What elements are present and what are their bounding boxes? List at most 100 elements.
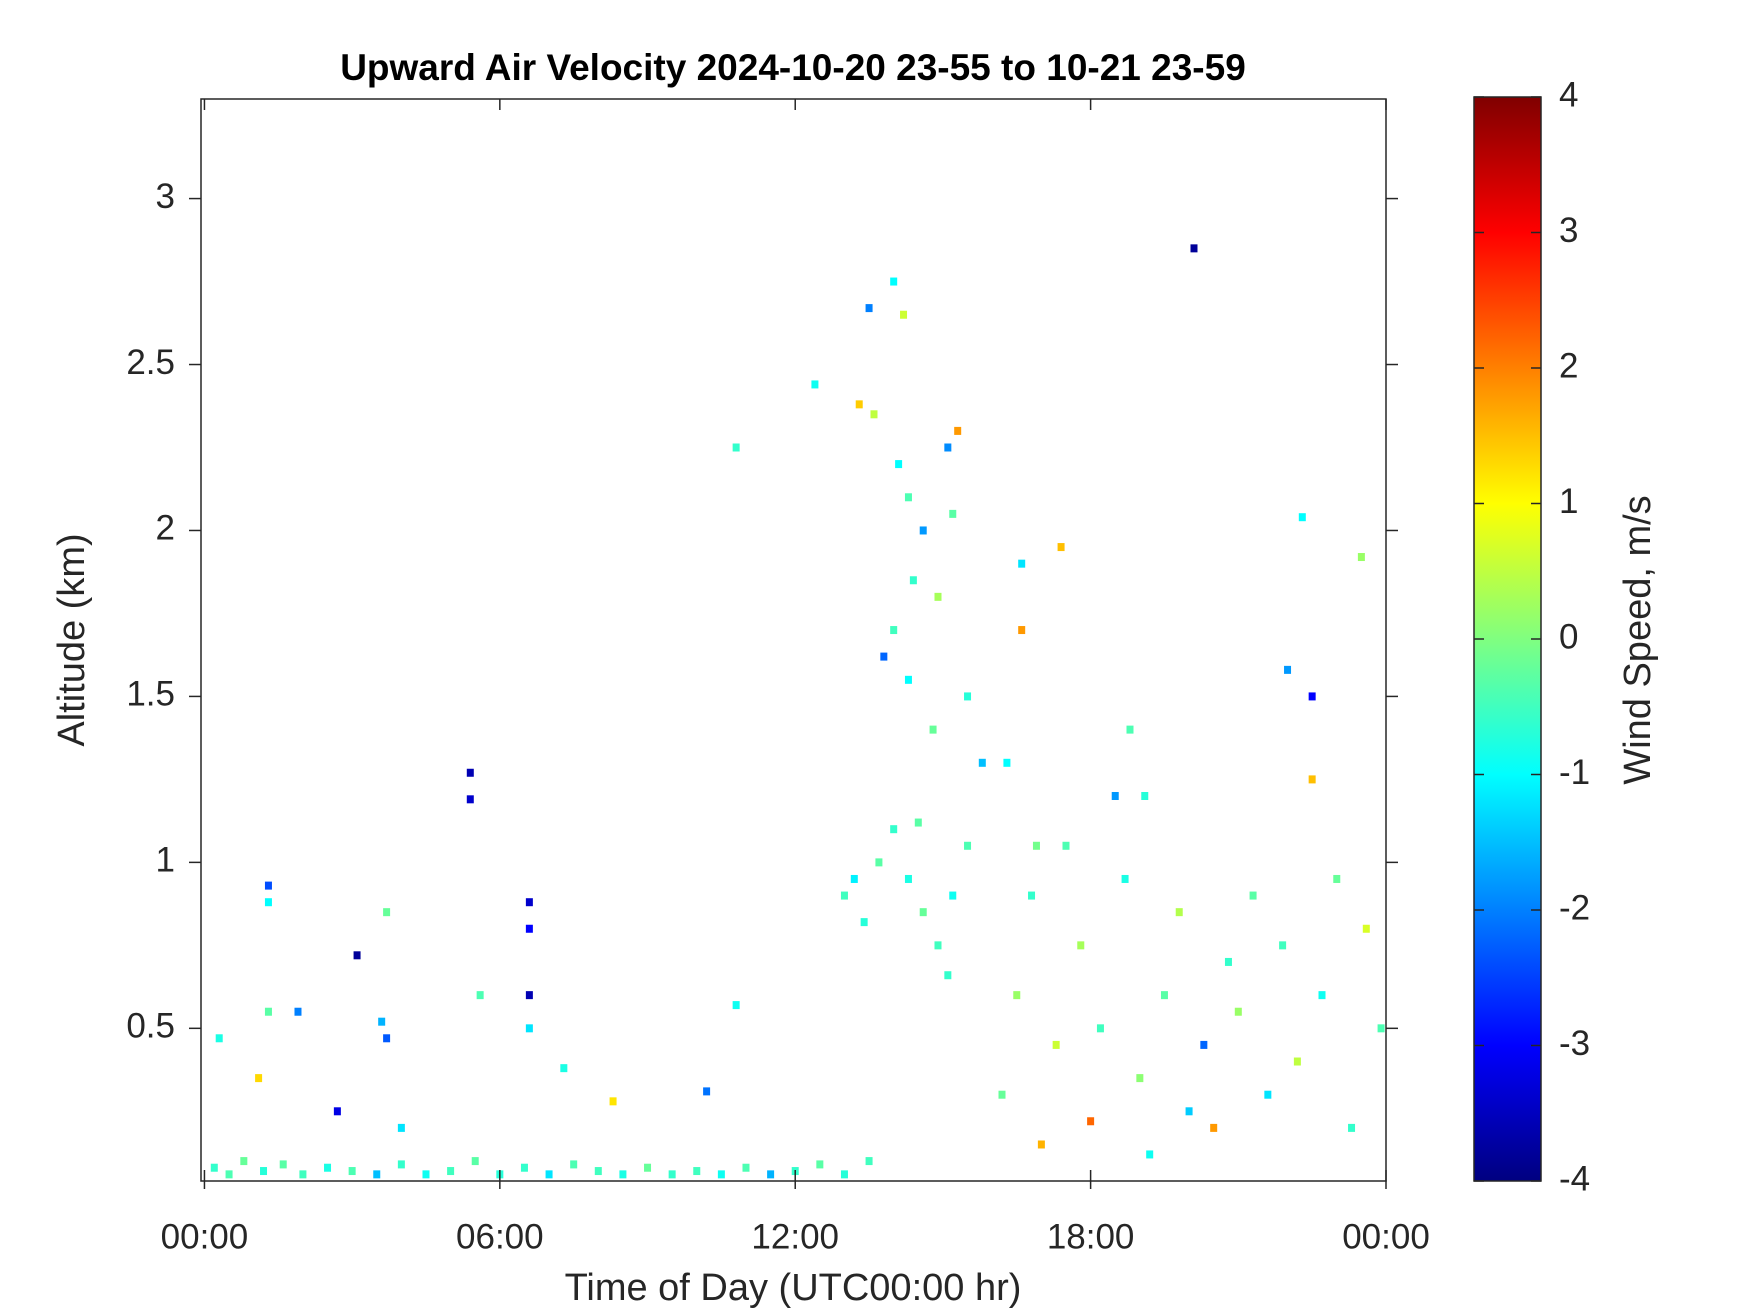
cell	[840, 1170, 848, 1179]
cell	[934, 941, 942, 950]
cell	[850, 874, 858, 883]
cell	[1293, 1057, 1301, 1066]
cell	[1362, 924, 1370, 933]
cell	[1210, 1123, 1218, 1132]
cell	[880, 652, 888, 661]
cell	[919, 526, 927, 535]
cell	[1018, 559, 1026, 568]
y-tick-label: 1.5	[126, 675, 175, 714]
cell	[860, 918, 868, 927]
cell	[1224, 957, 1232, 966]
y-tick-label: 0.5	[126, 1007, 175, 1046]
cell	[545, 1170, 553, 1179]
cell	[397, 1160, 405, 1169]
cell	[466, 795, 474, 804]
cell	[964, 692, 972, 701]
y-tick-label: 2.5	[126, 343, 175, 382]
cell	[895, 460, 903, 469]
cell	[383, 908, 391, 917]
cell	[949, 509, 957, 518]
colorbar	[1473, 96, 1542, 1182]
cell	[1284, 665, 1292, 674]
cell	[1096, 1024, 1104, 1033]
colorbar-tick-label: -4	[1559, 1159, 1590, 1198]
cell	[890, 825, 898, 834]
cell	[904, 493, 912, 502]
cell	[865, 1157, 873, 1166]
cell	[875, 858, 883, 867]
cell	[811, 380, 819, 389]
cell	[594, 1167, 602, 1176]
cell	[447, 1167, 455, 1176]
cell	[1018, 626, 1026, 635]
cell	[476, 991, 484, 1000]
cell	[1136, 1074, 1144, 1083]
cell	[373, 1170, 381, 1179]
cell	[1121, 874, 1129, 883]
cell	[703, 1087, 711, 1096]
cell	[240, 1157, 248, 1166]
x-tick-label: 18:00	[1047, 1217, 1135, 1256]
cell	[732, 443, 740, 452]
cell	[1279, 941, 1287, 950]
y-tick-label: 1	[156, 841, 175, 880]
colorbar-tick-label: 4	[1559, 75, 1578, 114]
cell	[609, 1097, 617, 1106]
cell	[909, 576, 917, 585]
cell	[732, 1001, 740, 1010]
colorbar-tick-label: -1	[1559, 753, 1590, 792]
cell	[944, 443, 952, 452]
cell	[1028, 891, 1036, 900]
cell	[767, 1170, 775, 1179]
cell	[1141, 791, 1149, 800]
cell	[466, 768, 474, 777]
heatmap-cells	[210, 244, 1385, 1179]
cell	[1052, 1040, 1060, 1049]
cell	[348, 1167, 356, 1176]
cell	[1264, 1090, 1272, 1099]
cell	[1308, 775, 1316, 784]
cell	[900, 310, 908, 319]
x-tick-label: 06:00	[456, 1217, 544, 1256]
cell	[1175, 908, 1183, 917]
cell	[1190, 244, 1198, 253]
colorbar-tick-label: 3	[1559, 211, 1578, 250]
cell	[260, 1167, 268, 1176]
cell	[949, 891, 957, 900]
cell	[870, 410, 878, 419]
cell	[397, 1123, 405, 1132]
cell	[353, 951, 361, 960]
cell	[890, 626, 898, 635]
x-tick-label: 00:00	[161, 1217, 249, 1256]
cell	[560, 1064, 568, 1073]
colorbar-label: Wind Speed, m/s	[1617, 495, 1659, 784]
cell	[1357, 553, 1365, 562]
cell	[717, 1170, 725, 1179]
cell	[944, 971, 952, 980]
cell	[914, 818, 922, 827]
cell	[422, 1170, 430, 1179]
cell	[279, 1160, 287, 1169]
cell	[1062, 841, 1070, 850]
cell	[1185, 1107, 1193, 1116]
cell	[816, 1160, 824, 1169]
cell	[324, 1163, 332, 1172]
cell	[264, 1007, 272, 1016]
cell	[1377, 1024, 1385, 1033]
cell	[1348, 1123, 1356, 1132]
cell	[294, 1007, 302, 1016]
cell	[525, 991, 533, 1000]
colorbar-tick-label: 1	[1559, 482, 1578, 521]
cell	[998, 1090, 1006, 1099]
cell	[1037, 1140, 1045, 1149]
cell	[865, 304, 873, 313]
cell	[1333, 874, 1341, 883]
cell	[1087, 1117, 1095, 1126]
cell	[929, 725, 937, 734]
cell	[1308, 692, 1316, 701]
cell	[471, 1157, 479, 1166]
cell	[1146, 1150, 1154, 1159]
cell	[1032, 841, 1040, 850]
